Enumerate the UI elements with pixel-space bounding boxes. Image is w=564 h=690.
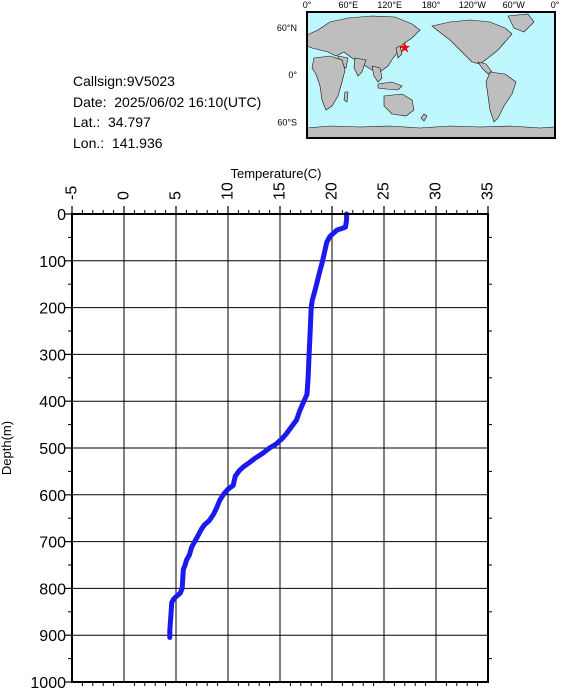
map-lon-label: 0°	[303, 0, 312, 10]
series-layer	[167, 211, 350, 640]
latitude-text: Lat.: 34.797	[73, 114, 151, 130]
y-tick-label: 700	[39, 535, 66, 552]
map-lon-label: 120°W	[459, 0, 487, 10]
map-longitude-labels: 0° 60°E 120°E 180° 120°W 60°W 0°	[303, 0, 560, 10]
x-tick-label: -5	[64, 186, 81, 200]
map-lat-label: 60°N	[277, 23, 297, 33]
location-star-icon: ★	[398, 40, 411, 57]
x-tick-label: 15	[272, 182, 289, 200]
map-lon-label: 180°	[422, 0, 441, 10]
y-tick-label: 500	[39, 441, 66, 458]
date-text: Date: 2025/06/02 16:10(UTC)	[73, 93, 262, 110]
y-tick-labels: 0 100 200 300 400 500 600 700 800 900 1000	[30, 207, 66, 690]
x-tick-label: 25	[376, 182, 393, 200]
map-lon-label: 120°E	[377, 0, 402, 10]
y-axis-label: Depth(m)	[0, 421, 14, 475]
map-lat-label: 0°	[288, 70, 297, 80]
cast-info: Callsign:9V5023 Date: 2025/06/02 16:10(U…	[73, 71, 261, 153]
chart-grid	[71, 213, 489, 683]
map-lon-label: 0°	[551, 0, 560, 10]
y-tick-label: 100	[39, 254, 66, 271]
chart-ticks	[64, 206, 492, 686]
map-frame	[306, 11, 556, 139]
longitude-text: Lon.: 141.936	[73, 134, 163, 151]
y-tick-label: 600	[39, 488, 66, 505]
map-lon-label: 60°W	[503, 0, 526, 10]
y-tick-label: 0	[57, 207, 66, 224]
plot-frame	[71, 213, 489, 683]
y-tick-label: 300	[39, 347, 66, 364]
map-land	[306, 13, 556, 139]
y-tick-label: 1000	[30, 675, 66, 690]
y-tick-label: 200	[39, 301, 66, 318]
y-tick-label: 400	[39, 394, 66, 411]
x-tick-label: 30	[428, 182, 445, 200]
x-tick-label: 20	[324, 182, 341, 200]
x-tick-label: 5	[168, 191, 185, 200]
x-tick-labels: -5 0 5 10 15 20 25 30 35	[64, 182, 497, 200]
temperature-profile-line	[167, 211, 350, 640]
x-axis-label: Temperature(C)	[230, 166, 321, 181]
callsign-text: Callsign:9V5023	[73, 73, 175, 89]
x-tick-label: 35	[480, 182, 497, 200]
x-tick-label: 0	[116, 191, 133, 200]
map-latitude-labels: 60°N 0° 60°S	[277, 23, 298, 128]
map-lat-label: 60°S	[277, 117, 297, 127]
y-tick-label: 900	[39, 628, 66, 645]
map-marker-layer: ★	[398, 40, 411, 57]
y-tick-label: 800	[39, 581, 66, 598]
x-tick-label: 10	[220, 182, 237, 200]
map-lon-label: 60°E	[339, 0, 359, 10]
